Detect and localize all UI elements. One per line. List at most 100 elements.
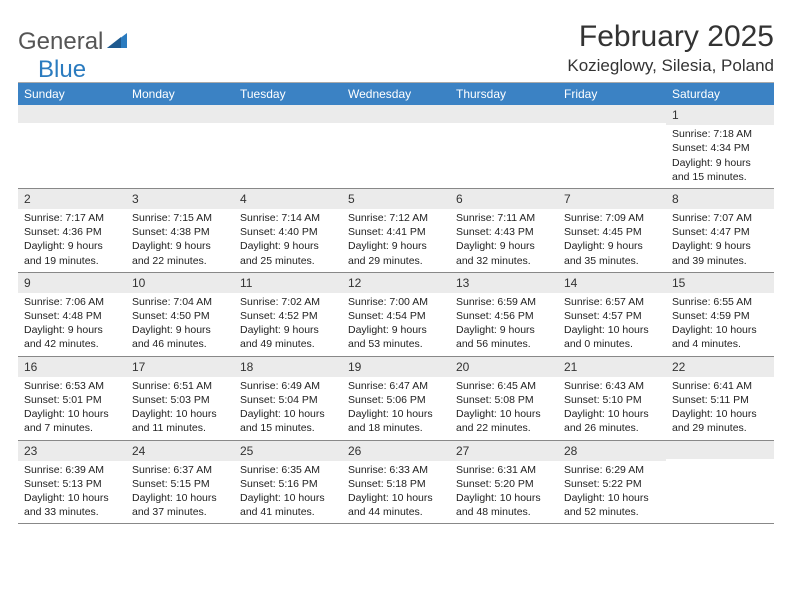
day-number (342, 105, 450, 123)
title-block: February 2025 Kozieglowy, Silesia, Polan… (567, 20, 774, 76)
daylight-text: Daylight: 10 hours (132, 407, 228, 421)
daylight-text: and 56 minutes. (456, 337, 552, 351)
daylight-text: and 35 minutes. (564, 254, 660, 268)
sunset-text: Sunset: 4:57 PM (564, 309, 660, 323)
day-cell: 7Sunrise: 7:09 AMSunset: 4:45 PMDaylight… (558, 189, 666, 272)
sunset-text: Sunset: 5:06 PM (348, 393, 444, 407)
day-cell: 2Sunrise: 7:17 AMSunset: 4:36 PMDaylight… (18, 189, 126, 272)
day-cell: 8Sunrise: 7:07 AMSunset: 4:47 PMDaylight… (666, 189, 774, 272)
daylight-text: Daylight: 10 hours (564, 491, 660, 505)
daylight-text: and 4 minutes. (672, 337, 768, 351)
header: General February 2025 Kozieglowy, Silesi… (18, 20, 774, 76)
day-number: 23 (18, 441, 126, 461)
weekday-wednesday: Wednesday (342, 83, 450, 105)
day-cell: 22Sunrise: 6:41 AMSunset: 5:11 PMDayligh… (666, 357, 774, 440)
day-cell: 11Sunrise: 7:02 AMSunset: 4:52 PMDayligh… (234, 273, 342, 356)
daylight-text: and 42 minutes. (24, 337, 120, 351)
daylight-text: Daylight: 10 hours (564, 407, 660, 421)
day-body: Sunrise: 6:45 AMSunset: 5:08 PMDaylight:… (450, 377, 558, 440)
week-row: 23Sunrise: 6:39 AMSunset: 5:13 PMDayligh… (18, 441, 774, 525)
daylight-text: and 26 minutes. (564, 421, 660, 435)
day-cell: 1Sunrise: 7:18 AMSunset: 4:34 PMDaylight… (666, 105, 774, 188)
day-body: Sunrise: 6:49 AMSunset: 5:04 PMDaylight:… (234, 377, 342, 440)
day-cell: 27Sunrise: 6:31 AMSunset: 5:20 PMDayligh… (450, 441, 558, 524)
sunrise-text: Sunrise: 6:49 AM (240, 379, 336, 393)
sunset-text: Sunset: 5:10 PM (564, 393, 660, 407)
daylight-text: and 41 minutes. (240, 505, 336, 519)
daylight-text: and 32 minutes. (456, 254, 552, 268)
sunrise-text: Sunrise: 6:33 AM (348, 463, 444, 477)
sunset-text: Sunset: 4:52 PM (240, 309, 336, 323)
sunset-text: Sunset: 4:34 PM (672, 141, 768, 155)
day-cell: 3Sunrise: 7:15 AMSunset: 4:38 PMDaylight… (126, 189, 234, 272)
daylight-text: Daylight: 10 hours (24, 491, 120, 505)
day-number: 7 (558, 189, 666, 209)
day-body: Sunrise: 6:31 AMSunset: 5:20 PMDaylight:… (450, 461, 558, 524)
week-row: 9Sunrise: 7:06 AMSunset: 4:48 PMDaylight… (18, 273, 774, 357)
sunrise-text: Sunrise: 6:55 AM (672, 295, 768, 309)
day-number (558, 105, 666, 123)
day-number: 13 (450, 273, 558, 293)
day-number: 2 (18, 189, 126, 209)
day-number: 17 (126, 357, 234, 377)
week-row: 1Sunrise: 7:18 AMSunset: 4:34 PMDaylight… (18, 105, 774, 189)
sunrise-text: Sunrise: 7:15 AM (132, 211, 228, 225)
daylight-text: Daylight: 10 hours (564, 323, 660, 337)
day-cell: 20Sunrise: 6:45 AMSunset: 5:08 PMDayligh… (450, 357, 558, 440)
sunrise-text: Sunrise: 6:59 AM (456, 295, 552, 309)
daylight-text: Daylight: 10 hours (456, 491, 552, 505)
month-title: February 2025 (567, 20, 774, 54)
day-cell: 17Sunrise: 6:51 AMSunset: 5:03 PMDayligh… (126, 357, 234, 440)
day-number: 9 (18, 273, 126, 293)
day-cell: 5Sunrise: 7:12 AMSunset: 4:41 PMDaylight… (342, 189, 450, 272)
logo-blue-row: Blue (38, 48, 86, 84)
day-number (126, 105, 234, 123)
empty-cell (450, 105, 558, 188)
sunset-text: Sunset: 5:11 PM (672, 393, 768, 407)
day-cell: 6Sunrise: 7:11 AMSunset: 4:43 PMDaylight… (450, 189, 558, 272)
daylight-text: Daylight: 9 hours (132, 239, 228, 253)
sunrise-text: Sunrise: 7:18 AM (672, 127, 768, 141)
daylight-text: and 7 minutes. (24, 421, 120, 435)
sunset-text: Sunset: 5:16 PM (240, 477, 336, 491)
day-body: Sunrise: 7:15 AMSunset: 4:38 PMDaylight:… (126, 209, 234, 272)
daylight-text: Daylight: 9 hours (564, 239, 660, 253)
daylight-text: and 29 minutes. (672, 421, 768, 435)
sunrise-text: Sunrise: 7:17 AM (24, 211, 120, 225)
sunset-text: Sunset: 4:50 PM (132, 309, 228, 323)
day-cell: 21Sunrise: 6:43 AMSunset: 5:10 PMDayligh… (558, 357, 666, 440)
sunset-text: Sunset: 5:04 PM (240, 393, 336, 407)
day-body: Sunrise: 6:59 AMSunset: 4:56 PMDaylight:… (450, 293, 558, 356)
daylight-text: and 37 minutes. (132, 505, 228, 519)
weekday-sunday: Sunday (18, 83, 126, 105)
sunset-text: Sunset: 5:15 PM (132, 477, 228, 491)
day-number: 24 (126, 441, 234, 461)
day-body: Sunrise: 7:07 AMSunset: 4:47 PMDaylight:… (666, 209, 774, 272)
daylight-text: Daylight: 10 hours (456, 407, 552, 421)
sunset-text: Sunset: 5:08 PM (456, 393, 552, 407)
sunrise-text: Sunrise: 7:02 AM (240, 295, 336, 309)
empty-cell (342, 105, 450, 188)
weekday-monday: Monday (126, 83, 234, 105)
sunset-text: Sunset: 4:54 PM (348, 309, 444, 323)
location: Kozieglowy, Silesia, Poland (567, 56, 774, 76)
day-cell: 25Sunrise: 6:35 AMSunset: 5:16 PMDayligh… (234, 441, 342, 524)
day-body: Sunrise: 6:29 AMSunset: 5:22 PMDaylight:… (558, 461, 666, 524)
day-body: Sunrise: 6:33 AMSunset: 5:18 PMDaylight:… (342, 461, 450, 524)
day-cell: 24Sunrise: 6:37 AMSunset: 5:15 PMDayligh… (126, 441, 234, 524)
logo-text-blue: Blue (38, 56, 86, 84)
sunset-text: Sunset: 4:36 PM (24, 225, 120, 239)
sunrise-text: Sunrise: 6:51 AM (132, 379, 228, 393)
day-number (450, 105, 558, 123)
daylight-text: and 33 minutes. (24, 505, 120, 519)
daylight-text: and 11 minutes. (132, 421, 228, 435)
sunset-text: Sunset: 5:22 PM (564, 477, 660, 491)
day-number: 14 (558, 273, 666, 293)
daylight-text: Daylight: 10 hours (240, 407, 336, 421)
sunrise-text: Sunrise: 6:29 AM (564, 463, 660, 477)
daylight-text: Daylight: 10 hours (672, 323, 768, 337)
day-body: Sunrise: 7:06 AMSunset: 4:48 PMDaylight:… (18, 293, 126, 356)
sunrise-text: Sunrise: 7:11 AM (456, 211, 552, 225)
day-number: 1 (666, 105, 774, 125)
day-body: Sunrise: 7:09 AMSunset: 4:45 PMDaylight:… (558, 209, 666, 272)
